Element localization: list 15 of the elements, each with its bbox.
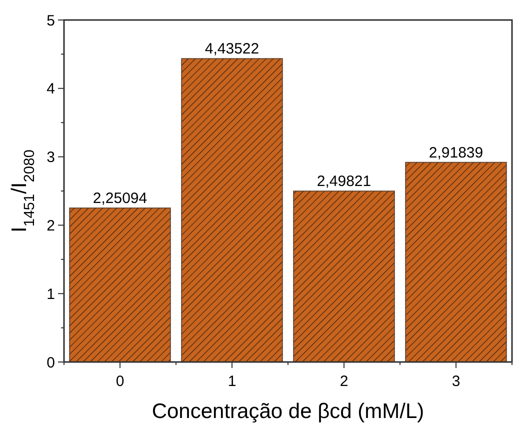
x-tick-label: 3 (452, 373, 460, 390)
data-label: 2,91839 (428, 144, 484, 162)
data-label: 2,49821 (316, 173, 372, 190)
x-tick-label: 1 (228, 373, 236, 390)
y-tick-label: 3 (46, 149, 55, 166)
y-tick-label: 0 (46, 354, 55, 372)
y-tick-label: 5 (46, 12, 55, 30)
x-axis-title: Concentração de βcd (mM/L) (152, 400, 424, 423)
x-tick-label: 2 (340, 373, 348, 390)
y-tick-label: 4 (46, 80, 55, 98)
y-tick-label: 2 (46, 217, 55, 234)
x-tick-label: 0 (116, 373, 124, 390)
data-label: 2,25094 (92, 190, 148, 208)
data-label: 4,43522 (204, 40, 260, 58)
y-tick-label: 1 (46, 286, 55, 303)
